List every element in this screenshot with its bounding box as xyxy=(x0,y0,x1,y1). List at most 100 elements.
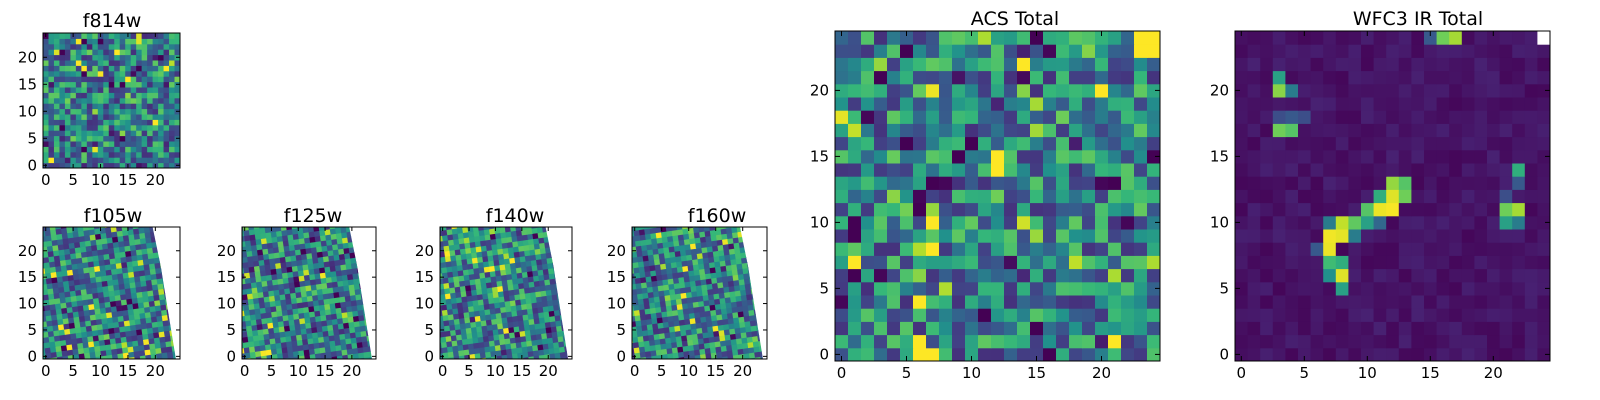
heatmap-cell xyxy=(476,208,483,215)
heatmap-cell xyxy=(660,380,667,387)
heatmap-cell xyxy=(461,301,469,308)
heatmap-cell xyxy=(531,227,539,234)
heatmap-cell xyxy=(557,335,565,343)
heatmap-cell xyxy=(507,321,515,328)
heatmap-cell xyxy=(125,70,132,77)
heatmap-cell xyxy=(78,310,85,317)
heatmap-cell xyxy=(676,266,684,273)
heatmap-cell xyxy=(714,340,722,348)
heatmap-cell xyxy=(43,320,48,328)
heatmap-cell xyxy=(165,218,172,225)
heatmap-cell xyxy=(730,258,737,266)
heatmap-cell xyxy=(152,326,160,334)
heatmap-cell xyxy=(397,362,404,369)
heatmap-cell xyxy=(266,279,274,287)
heatmap-cell xyxy=(744,240,751,248)
heatmap-cell xyxy=(521,345,529,353)
heatmap-cell xyxy=(552,261,560,269)
heatmap-cell xyxy=(557,218,564,225)
heatmap-cell xyxy=(54,372,61,379)
heatmap-cell xyxy=(725,227,733,234)
heatmap-cell xyxy=(632,304,635,312)
heatmap-cell xyxy=(550,245,557,253)
heatmap-cell xyxy=(125,92,132,99)
heatmap-cell xyxy=(173,201,180,208)
heatmap-cell xyxy=(650,232,657,240)
heatmap-cell xyxy=(643,377,650,384)
heatmap-cell xyxy=(70,119,77,126)
heatmap-cell xyxy=(707,251,715,258)
heatmap-cell xyxy=(118,283,126,290)
heatmap-cell xyxy=(583,252,590,259)
heatmap-cell xyxy=(59,259,67,267)
heatmap-cell xyxy=(178,232,185,239)
heatmap-cell xyxy=(465,289,473,297)
heatmap-cell xyxy=(174,38,181,45)
heatmap-cell xyxy=(114,157,121,164)
heatmap-cell xyxy=(456,227,463,229)
heatmap-cell xyxy=(384,306,391,313)
heatmap-cell xyxy=(538,274,545,281)
heatmap-cell xyxy=(497,290,505,298)
heatmap-cell xyxy=(429,370,436,377)
heatmap-cell xyxy=(43,114,49,120)
heatmap-cell xyxy=(43,151,49,158)
heatmap-cell xyxy=(94,227,102,235)
heatmap-cell xyxy=(141,130,148,137)
heatmap-cell xyxy=(397,357,404,364)
heatmap-cell xyxy=(134,280,142,288)
heatmap-cell xyxy=(100,269,107,277)
heatmap-cell xyxy=(90,356,97,359)
heatmap-cell xyxy=(275,304,283,312)
heatmap-cell xyxy=(57,281,65,288)
heatmap-cell xyxy=(769,264,776,271)
heatmap-cell xyxy=(408,223,415,230)
heatmap-cell xyxy=(514,298,522,306)
heatmap-cell xyxy=(92,76,99,83)
heatmap-cell xyxy=(516,272,524,279)
heatmap-cell xyxy=(642,292,650,299)
heatmap-cell xyxy=(503,295,511,302)
heatmap-cell xyxy=(562,254,569,262)
heatmap-cell xyxy=(185,359,192,366)
heatmap-cell xyxy=(440,227,442,232)
heatmap-cell xyxy=(593,320,600,327)
heatmap-cell xyxy=(517,282,525,290)
heatmap-cell xyxy=(147,87,154,93)
heatmap-cell xyxy=(632,289,633,296)
heatmap-cell xyxy=(49,218,56,225)
heatmap-cell xyxy=(163,119,170,126)
heatmap-cell xyxy=(148,215,155,222)
heatmap-cell xyxy=(350,299,358,307)
heatmap-cell xyxy=(633,309,641,317)
heatmap-cell xyxy=(148,257,155,265)
heatmap-cell xyxy=(253,302,261,310)
heatmap-cell xyxy=(174,97,181,104)
heatmap-cell xyxy=(741,299,749,307)
heatmap-cell xyxy=(126,303,134,310)
heatmap-cell xyxy=(169,135,176,142)
heatmap-cell xyxy=(292,270,300,278)
heatmap-cell xyxy=(46,319,54,327)
heatmap-cell xyxy=(154,342,162,349)
heatmap-cell xyxy=(50,313,58,321)
heatmap-cell xyxy=(193,262,200,269)
heatmap-cell xyxy=(141,81,148,88)
heatmap-cell xyxy=(64,60,71,66)
heatmap-cell xyxy=(132,345,140,352)
heatmap-cell xyxy=(81,54,88,61)
heatmap-cell xyxy=(725,339,732,346)
heatmap-cell xyxy=(473,304,480,312)
heatmap-cell xyxy=(688,312,696,320)
heatmap-cell xyxy=(86,76,93,83)
heatmap-cell xyxy=(535,290,542,298)
heatmap-cell xyxy=(485,356,493,359)
heatmap-cell xyxy=(266,316,274,324)
heatmap-cell xyxy=(505,268,512,275)
heatmap-cell xyxy=(155,230,163,237)
heatmap-cell xyxy=(146,247,154,254)
heatmap-cell xyxy=(12,234,19,241)
heatmap-cell xyxy=(660,342,668,350)
heatmap-cell xyxy=(303,311,311,319)
heatmap-cell xyxy=(453,275,460,283)
